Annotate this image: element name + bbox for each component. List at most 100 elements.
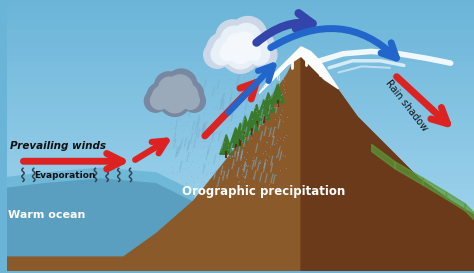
Circle shape	[183, 90, 205, 112]
Circle shape	[230, 44, 250, 64]
Bar	[7, 103, 474, 109]
Bar	[7, 29, 474, 35]
Bar	[7, 56, 474, 63]
Text: Orographic precipitation: Orographic precipitation	[182, 185, 346, 198]
Bar	[7, 116, 474, 123]
Bar	[7, 76, 474, 83]
Polygon shape	[234, 123, 247, 143]
Polygon shape	[246, 111, 258, 131]
Circle shape	[155, 72, 182, 100]
Circle shape	[222, 41, 240, 60]
Circle shape	[226, 41, 255, 69]
Circle shape	[204, 41, 231, 68]
Polygon shape	[220, 135, 233, 154]
Circle shape	[234, 32, 255, 53]
Circle shape	[147, 82, 175, 111]
Circle shape	[161, 84, 189, 112]
Bar	[7, 9, 474, 15]
Circle shape	[221, 26, 248, 53]
Bar	[7, 69, 474, 76]
Circle shape	[167, 75, 192, 100]
Bar	[7, 136, 474, 143]
Circle shape	[153, 85, 175, 108]
Circle shape	[240, 34, 268, 62]
Circle shape	[174, 80, 204, 109]
Circle shape	[219, 30, 261, 72]
Polygon shape	[262, 93, 275, 112]
Text: Rain shadow: Rain shadow	[383, 78, 429, 133]
Bar	[7, 123, 474, 130]
Text: Evaporation: Evaporation	[34, 171, 95, 180]
Bar	[7, 190, 474, 197]
Bar	[7, 15, 474, 22]
Circle shape	[223, 38, 258, 73]
FancyArrowPatch shape	[271, 29, 396, 58]
Circle shape	[220, 46, 235, 61]
Bar	[7, 251, 474, 258]
Circle shape	[216, 20, 250, 54]
Bar	[7, 2, 474, 9]
Bar	[7, 83, 474, 89]
Polygon shape	[259, 47, 338, 94]
Circle shape	[227, 34, 246, 53]
Polygon shape	[229, 127, 242, 147]
Bar	[7, 238, 474, 244]
Bar	[7, 150, 474, 157]
Circle shape	[145, 90, 167, 112]
Bar	[7, 164, 474, 170]
Bar	[7, 96, 474, 103]
Bar	[7, 22, 474, 29]
Polygon shape	[257, 100, 270, 119]
Bar	[7, 170, 474, 177]
Polygon shape	[7, 168, 193, 201]
Bar	[7, 109, 474, 116]
Circle shape	[151, 91, 168, 109]
Circle shape	[250, 41, 277, 68]
Bar	[7, 244, 474, 251]
Polygon shape	[238, 116, 252, 136]
Bar	[7, 210, 474, 217]
Circle shape	[239, 29, 275, 65]
Circle shape	[160, 87, 190, 116]
Circle shape	[213, 36, 240, 63]
Bar	[7, 177, 474, 184]
Bar	[7, 35, 474, 42]
Bar	[7, 157, 474, 164]
Circle shape	[246, 46, 261, 61]
Circle shape	[248, 43, 270, 65]
Circle shape	[240, 39, 259, 59]
Bar	[7, 184, 474, 190]
Circle shape	[182, 91, 199, 109]
Circle shape	[159, 77, 181, 100]
Circle shape	[165, 69, 197, 101]
Text: Warm ocean: Warm ocean	[8, 210, 85, 220]
Text: Prevailing winds: Prevailing winds	[10, 141, 106, 151]
Circle shape	[157, 81, 192, 116]
Circle shape	[174, 84, 198, 107]
Polygon shape	[271, 83, 284, 103]
Circle shape	[231, 23, 262, 54]
Circle shape	[228, 40, 252, 63]
Circle shape	[229, 17, 267, 54]
Bar	[7, 143, 474, 150]
Bar	[7, 63, 474, 69]
Bar	[7, 42, 474, 49]
Polygon shape	[301, 47, 474, 271]
Circle shape	[224, 35, 257, 68]
Bar	[7, 197, 474, 204]
Polygon shape	[7, 47, 474, 271]
Bar	[7, 49, 474, 56]
Bar	[7, 217, 474, 224]
Bar	[7, 0, 474, 2]
Bar	[7, 130, 474, 136]
Bar	[7, 224, 474, 231]
Circle shape	[207, 32, 240, 66]
Polygon shape	[7, 178, 193, 271]
Bar	[7, 231, 474, 238]
Bar	[7, 204, 474, 210]
Circle shape	[211, 43, 233, 65]
Bar	[7, 258, 474, 264]
Circle shape	[163, 89, 187, 113]
Polygon shape	[250, 104, 263, 124]
Bar	[7, 89, 474, 96]
